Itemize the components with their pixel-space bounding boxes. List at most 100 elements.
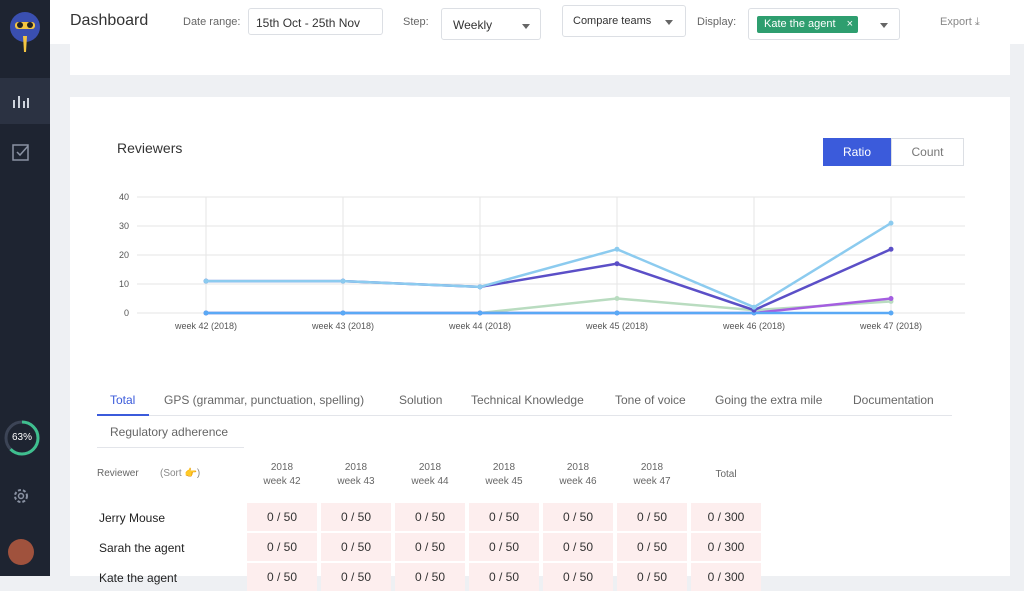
export-button[interactable]: Export ⤓ — [940, 16, 980, 28]
column-header: week 44 — [411, 476, 449, 487]
point — [340, 310, 346, 316]
score-cell: 0 / 50 — [543, 503, 613, 531]
point — [888, 246, 894, 252]
x-tick-label: week 45 (2018) — [585, 321, 648, 331]
column-header: Total — [715, 469, 737, 480]
tab[interactable]: Total — [110, 393, 136, 407]
x-tick-label: week 46 (2018) — [722, 321, 785, 331]
score-cell: 0 / 50 — [543, 533, 613, 561]
column-header: Reviewer — [97, 468, 139, 479]
score-cell: 0 / 50 — [247, 503, 317, 531]
x-tick-label: week 42 (2018) — [174, 321, 237, 331]
display-tag[interactable]: Kate the agent × — [757, 16, 858, 33]
tab-divider — [97, 415, 952, 416]
x-tick-label: week 43 (2018) — [311, 321, 374, 331]
score-cell: 0 / 50 — [543, 563, 613, 591]
compare-value: Compare teams — [573, 15, 652, 27]
display-label: Display: — [697, 16, 737, 28]
series-line — [206, 222, 892, 309]
line-chart: 0 10 20 30 40 week 42 (2018) week 43 (2018) wee… — [119, 192, 965, 331]
nav-tasks[interactable] — [11, 142, 31, 162]
point — [203, 278, 209, 284]
column-header: 2018 — [418, 462, 442, 473]
point — [614, 310, 620, 316]
point — [888, 310, 894, 316]
score-cell: 0 / 50 — [617, 533, 687, 561]
header: Dashboard Date range: 15th Oct - 25th No… — [50, 0, 1024, 44]
logo — [10, 12, 40, 52]
score-cell: 0 / 50 — [469, 533, 539, 561]
total-cell: 0 / 300 — [691, 503, 761, 531]
score-cell: 0 / 50 — [469, 503, 539, 531]
score-cell: 0 / 50 — [247, 563, 317, 591]
score-cell: 0 / 50 — [617, 503, 687, 531]
section-title: Reviewers — [117, 140, 183, 156]
toggle-ratio[interactable]: Ratio — [823, 138, 891, 166]
reviewers-card: Reviewers Ratio Count — [70, 97, 1010, 576]
score-cell: 0 / 50 — [321, 533, 391, 561]
step-select[interactable]: Weekly — [441, 8, 541, 40]
tab-divider — [97, 447, 244, 448]
export-text: Export — [940, 16, 972, 28]
score-cell: 0 / 50 — [469, 563, 539, 591]
date-range-input[interactable]: 15th Oct - 25th Nov — [248, 8, 383, 35]
column-header: week 43 — [337, 476, 375, 487]
nav-stats[interactable] — [12, 92, 30, 110]
score-cell: 0 / 50 — [321, 503, 391, 531]
score-cell: 0 / 50 — [247, 533, 317, 561]
step-value: Weekly — [453, 18, 493, 32]
display-select[interactable]: Kate the agent × — [748, 8, 900, 40]
tab[interactable]: Documentation — [853, 393, 934, 407]
point — [614, 261, 620, 267]
point — [614, 296, 620, 301]
progress-label: 63% — [11, 432, 32, 443]
column-header: 2018 — [640, 462, 664, 473]
y-tick-label: 0 — [124, 308, 129, 318]
series-line — [206, 297, 892, 315]
summary-card — [70, 44, 1010, 75]
sort-button[interactable]: (Sort 👉) — [160, 468, 201, 479]
tab[interactable]: Regulatory adherence — [110, 425, 229, 439]
column-header: week 42 — [263, 476, 301, 487]
score-cell: 0 / 50 — [395, 533, 465, 561]
score-cell: 0 / 50 — [395, 563, 465, 591]
tab[interactable]: Going the extra mile — [715, 393, 823, 407]
column-header: 2018 — [566, 462, 590, 473]
settings-icon[interactable] — [11, 486, 31, 506]
total-cell: 0 / 300 — [691, 533, 761, 561]
tab[interactable]: Technical Knowledge — [471, 393, 584, 407]
tab[interactable]: Tone of voice — [615, 393, 686, 407]
x-tick-label: week 44 (2018) — [448, 321, 511, 331]
point — [888, 220, 894, 226]
point — [203, 310, 209, 316]
page-title: Dashboard — [70, 12, 149, 29]
tag-remove[interactable]: × — [846, 18, 853, 30]
date-range-value: 15th Oct - 25th Nov — [256, 16, 361, 30]
date-range-label: Date range: — [183, 16, 241, 28]
y-tick-label: 20 — [119, 250, 129, 260]
point — [340, 278, 346, 284]
score-cell: 0 / 50 — [617, 563, 687, 591]
tab[interactable]: Solution — [399, 393, 443, 407]
score-cell: 0 / 50 — [321, 563, 391, 591]
column-header: 2018 — [344, 462, 368, 473]
x-tick-label: week 47 (2018) — [859, 321, 922, 331]
point — [751, 304, 757, 310]
reviewer-name: Sarah the agent — [99, 541, 185, 555]
reviewer-name: Jerry Mouse — [99, 511, 166, 525]
compare-select[interactable]: Compare teams — [562, 5, 686, 37]
step-label: Step: — [403, 16, 429, 28]
point — [477, 310, 483, 316]
avatar[interactable] — [8, 539, 34, 565]
point — [614, 246, 620, 252]
point — [477, 284, 483, 290]
y-tick-label: 30 — [119, 221, 129, 231]
display-tag-text: Kate the agent — [764, 18, 836, 30]
toggle-count[interactable]: Count — [891, 138, 964, 166]
column-header: week 45 — [485, 476, 523, 487]
tab-active-underline — [97, 414, 149, 416]
column-header: week 47 — [633, 476, 671, 487]
tab[interactable]: GPS (grammar, punctuation, spelling) — [164, 393, 365, 407]
series-line — [206, 248, 892, 312]
